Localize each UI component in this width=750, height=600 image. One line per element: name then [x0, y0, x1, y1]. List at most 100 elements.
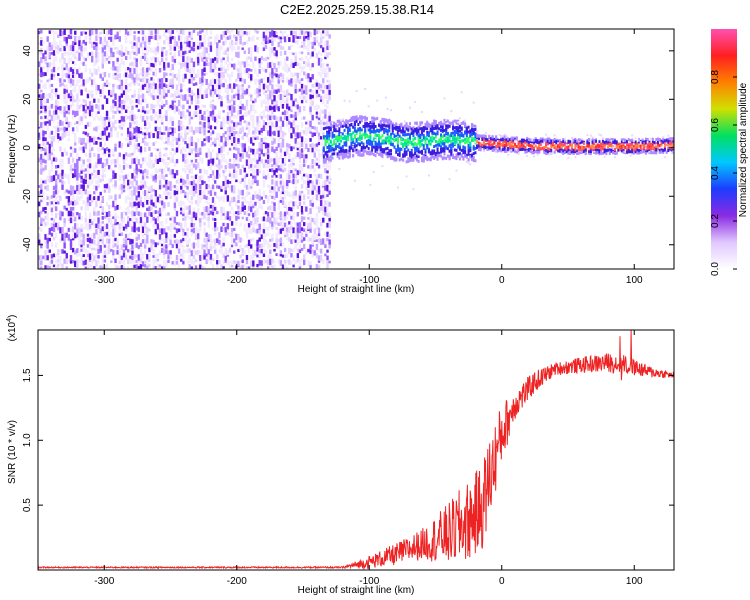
spectrogram-cell	[91, 221, 94, 226]
spectrogram-cell	[207, 83, 210, 90]
spectrogram-cell	[88, 34, 92, 41]
spectrogram-cell	[239, 244, 242, 252]
spectrogram-cell	[384, 119, 387, 123]
spectrogram-cell	[328, 153, 331, 158]
spectrogram-cell	[305, 85, 308, 91]
spectrogram-cell	[247, 266, 251, 269]
spectrogram-cell	[67, 234, 71, 241]
spectrogram-cell	[252, 168, 255, 175]
spectrogram-cell	[93, 239, 96, 245]
spectrogram-cell	[74, 99, 77, 103]
spectrogram-cell	[139, 163, 143, 168]
spectrogram-cell	[154, 195, 157, 200]
spectrogram-cell	[207, 175, 210, 179]
spectrogram-cell	[262, 183, 266, 188]
spectrogram-cell	[163, 184, 166, 188]
spectrogram-cell	[122, 244, 126, 248]
spectrogram-cell	[228, 45, 232, 50]
spectrogram-cell	[48, 153, 51, 161]
spectrogram-cell	[353, 115, 356, 119]
spectrogram-cell	[315, 185, 319, 189]
spectrogram-cell	[141, 183, 145, 189]
spectrogram-cell	[273, 130, 276, 136]
spectrogram-cell	[317, 259, 321, 263]
spectrogram-cell	[105, 116, 109, 120]
spectrogram-cell	[213, 63, 217, 70]
spectrogram-cell	[266, 154, 270, 160]
spectrogram-cell	[84, 63, 88, 68]
spectrogram-cell	[426, 124, 429, 128]
spectrogram-cell	[271, 131, 274, 135]
spectrogram-cell	[169, 191, 172, 197]
spectrogram-cell	[209, 104, 213, 109]
spectrogram-cell	[292, 146, 295, 150]
spectrogram-cell	[65, 259, 68, 265]
spectrogram-cell	[103, 57, 107, 64]
spectrogram-cell	[46, 67, 49, 73]
spectrogram-cell	[129, 56, 132, 60]
spectrogram-cell	[235, 169, 238, 176]
spectrogram-cell	[305, 89, 308, 95]
spectrogram-cell	[131, 66, 134, 72]
spectrogram-cell	[319, 200, 323, 207]
spectrogram-cell	[300, 130, 304, 134]
spectrogram-cell	[239, 61, 242, 68]
spectrogram-cell	[360, 115, 363, 119]
spectrogram-cell	[336, 144, 339, 148]
spectrogram-cell	[107, 121, 111, 128]
spectrogram-cell	[42, 121, 45, 125]
spectrogram-cell	[99, 36, 102, 42]
spectrogram-cell	[429, 142, 432, 146]
spectrogram-cell	[317, 141, 321, 146]
spectrogram-cell	[95, 243, 98, 246]
spectrogram-cell	[188, 168, 191, 174]
spectrogram-cell	[292, 227, 295, 234]
spectrogram-cell	[400, 123, 403, 127]
spectrogram-cell	[52, 148, 56, 152]
spectrogram-cell	[137, 36, 141, 43]
spectrogram-cell	[338, 153, 341, 157]
spectrogram-cell	[184, 131, 187, 138]
spectrogram-cell	[220, 77, 223, 84]
spectrogram-cell	[239, 84, 242, 91]
spectrogram-cell	[118, 110, 121, 114]
spectrogram-cell	[52, 218, 56, 224]
spectrogram-cell	[177, 136, 181, 142]
spectrogram-cell	[258, 153, 261, 158]
spectrogram-cell	[199, 175, 202, 182]
spectrogram-cell	[283, 66, 287, 73]
spectrogram-cell	[110, 94, 113, 98]
spectrogram-cell	[271, 78, 274, 83]
spectrogram-cell	[266, 169, 270, 172]
spectrogram-cell	[118, 265, 121, 269]
spectrogram-cell	[262, 243, 266, 248]
spectrogram-cell	[124, 85, 128, 90]
spectrogram-cell	[269, 79, 272, 86]
spectrogram-cell	[103, 264, 107, 269]
spectrogram-cell	[180, 120, 183, 126]
spectrogram-cell	[182, 248, 185, 255]
spectrogram-cell	[190, 77, 194, 84]
spectrogram-cell	[46, 217, 49, 221]
spectrogram-cell	[63, 72, 66, 77]
spectrogram-cell	[150, 62, 153, 67]
spectrogram-cell	[186, 62, 189, 69]
spectrogram-cell	[133, 158, 136, 164]
spectrogram-cell	[266, 211, 270, 217]
spectrogram-cell	[216, 120, 219, 124]
spectrogram-cell	[74, 216, 77, 222]
spectrogram-cell	[390, 149, 393, 153]
spectrogram-cell	[101, 226, 104, 232]
spectrogram-cell	[158, 151, 162, 158]
spectrogram-cell	[173, 127, 177, 134]
spectrogram-cell	[78, 116, 81, 122]
spectrogram-cell	[230, 71, 234, 78]
spectrogram-cell	[69, 217, 73, 224]
spectrogram-cell	[348, 132, 351, 136]
spectrogram-cell	[207, 207, 210, 214]
spectrogram-cell	[120, 116, 124, 122]
spectrogram-cell	[112, 253, 115, 260]
spectrogram-cell	[165, 72, 168, 76]
spectrogram-cell	[156, 196, 160, 203]
spectrogram-cell	[224, 79, 227, 83]
